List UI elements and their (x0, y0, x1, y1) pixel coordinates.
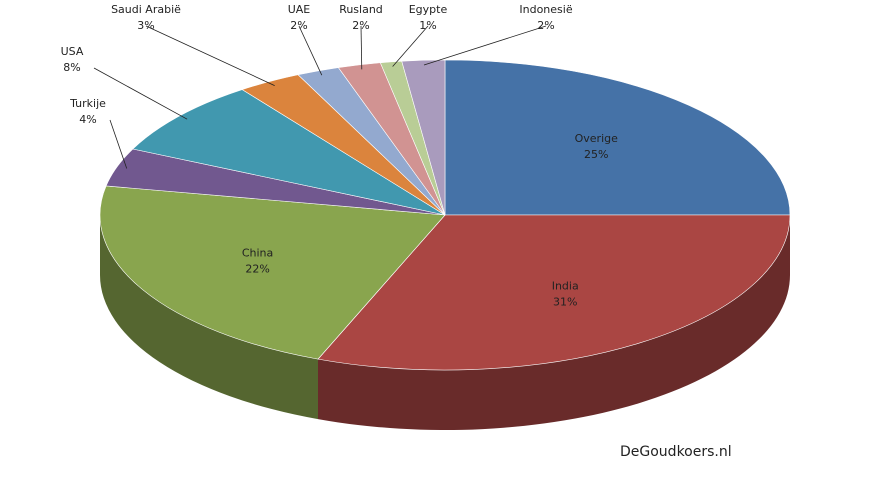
slice-label: China (242, 246, 273, 259)
leader-line (423, 25, 547, 66)
slice-value: 2% (352, 19, 369, 32)
slice-value: 3% (137, 19, 154, 32)
slice (132, 89, 446, 216)
slice-value: 1% (419, 19, 436, 32)
slice-side (100, 215, 318, 420)
slice-label: USA (61, 45, 84, 58)
slice (444, 59, 791, 216)
leader-line (360, 25, 363, 70)
watermark: DeGoudkoers.nl (620, 444, 732, 460)
slice-value: 2% (290, 19, 307, 32)
leader-line (298, 25, 323, 76)
slice-label: Indonesië (519, 3, 572, 16)
slice-value: 31% (553, 295, 577, 308)
slice-label: India (552, 279, 579, 292)
slice (401, 59, 446, 216)
leader-line (93, 67, 188, 120)
slice (99, 185, 446, 360)
slice-label: UAE (288, 3, 311, 16)
slice-value: 8% (63, 61, 80, 74)
leader-line (145, 25, 275, 86)
slice-value: 4% (79, 113, 96, 126)
slice-value: 2% (537, 19, 554, 32)
slice (317, 214, 791, 371)
slice-side (317, 215, 790, 431)
slice-label: Saudi Arabië (111, 3, 181, 16)
slice-value: 22% (245, 262, 269, 275)
slice-label: Overige (575, 132, 618, 145)
slice-label: Turkije (69, 97, 106, 110)
slice-label: Rusland (339, 3, 383, 16)
leader-line (392, 25, 429, 67)
leader-line (109, 119, 128, 169)
slice-value: 25% (584, 148, 608, 161)
slice-label: Egypte (409, 3, 448, 16)
